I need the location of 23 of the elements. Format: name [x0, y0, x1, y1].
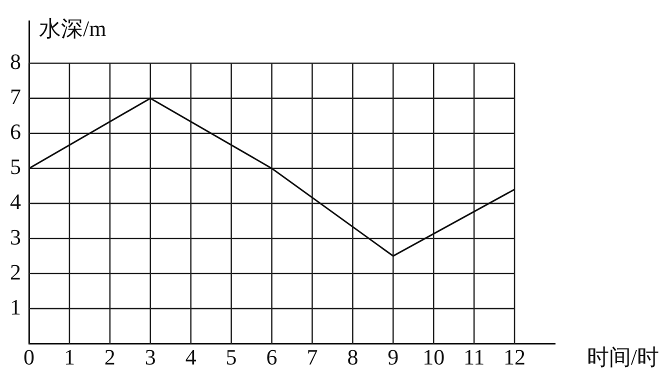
y-axis-title: 水深/m	[39, 16, 106, 41]
x-tick-label: 10	[422, 344, 445, 370]
y-tick-label: 1	[10, 294, 21, 320]
x-tick-label: 6	[266, 344, 278, 370]
x-tick-label: 11	[463, 344, 485, 370]
x-tick-label: 2	[104, 344, 116, 370]
y-tick-label: 5	[10, 154, 21, 180]
x-tick-label: 4	[185, 344, 196, 370]
y-tick-label: 2	[10, 259, 21, 284]
x-tick-label: 3	[144, 344, 156, 370]
x-tick-label: 8	[347, 344, 358, 370]
x-tick-label: 7	[306, 344, 318, 370]
y-tick-label: 8	[10, 49, 21, 74]
x-tick-label: 1	[64, 344, 75, 370]
y-tick-label: 4	[10, 189, 21, 214]
x-tick-label: 12	[504, 344, 526, 370]
x-tick-label: 0	[24, 344, 34, 370]
y-tick-label: 7	[10, 84, 21, 110]
x-tick-label: 5	[226, 344, 237, 370]
x-axis-title: 时间/时	[586, 344, 659, 370]
x-tick-label: 9	[388, 344, 399, 370]
y-tick-label: 3	[10, 224, 21, 250]
y-tick-label: 6	[10, 119, 21, 144]
